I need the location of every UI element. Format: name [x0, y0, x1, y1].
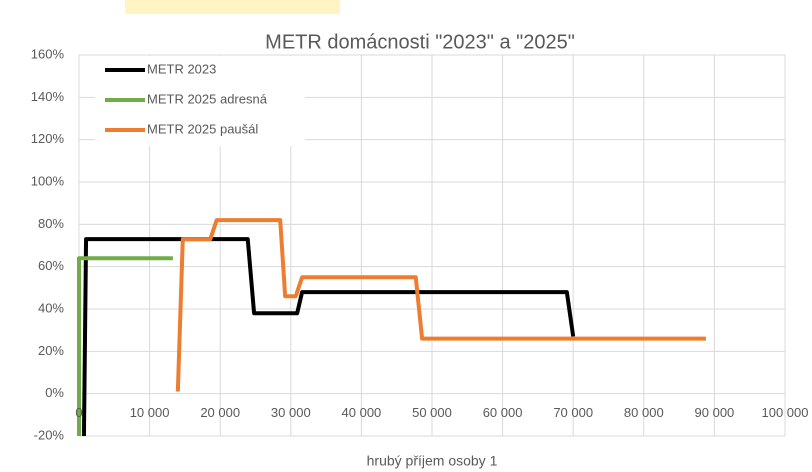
legend-label: METR 2023: [147, 61, 216, 76]
y-tick-label: 140%: [31, 89, 65, 104]
y-tick-label: 60%: [38, 258, 64, 273]
legend: METR 2023 METR 2025 adresná METR 2025 pauš…: [105, 61, 268, 136]
x-tick-label: 70 000: [553, 405, 593, 420]
y-tick-label: 40%: [38, 300, 64, 315]
x-tick-label: 80 000: [624, 405, 664, 420]
series-line: [77, 256, 173, 436]
x-tick-label: 90 000: [695, 405, 735, 420]
x-axis-label: hrubý příjem osoby 1: [367, 453, 498, 469]
highlight-strip: [125, 0, 340, 14]
y-tick-label: 80%: [38, 216, 64, 231]
x-tick-label: 60 000: [483, 405, 523, 420]
y-tick-label: 160%: [31, 46, 65, 61]
legend-label: METR 2025 paušál: [147, 121, 258, 136]
x-tick-label: 100 000: [762, 405, 809, 420]
y-tick-label: -20%: [34, 427, 65, 442]
x-tick-label: 10 000: [130, 405, 170, 420]
lines: [77, 218, 706, 437]
x-tick-label: 50 000: [412, 405, 452, 420]
x-tick-label: 20 000: [200, 405, 240, 420]
chart-title: METR domácnosti "2023" a "2025": [265, 31, 575, 53]
y-tick-label: 20%: [38, 343, 64, 358]
y-tick-label: 120%: [31, 131, 65, 146]
series-line: [81, 237, 576, 437]
legend-label: METR 2025 adresná: [147, 91, 268, 106]
series-line: [175, 218, 706, 392]
x-tick-label: 40 000: [342, 405, 382, 420]
x-tick-label: 30 000: [271, 405, 311, 420]
y-tick-label: 100%: [31, 173, 65, 188]
x-tick-label: 0: [75, 405, 82, 420]
labels: -20% 0% 20% 40% 60% 80% 100% 120% 140% 160% 0 10 00…: [31, 46, 809, 442]
y-tick-label: 0%: [45, 385, 64, 400]
